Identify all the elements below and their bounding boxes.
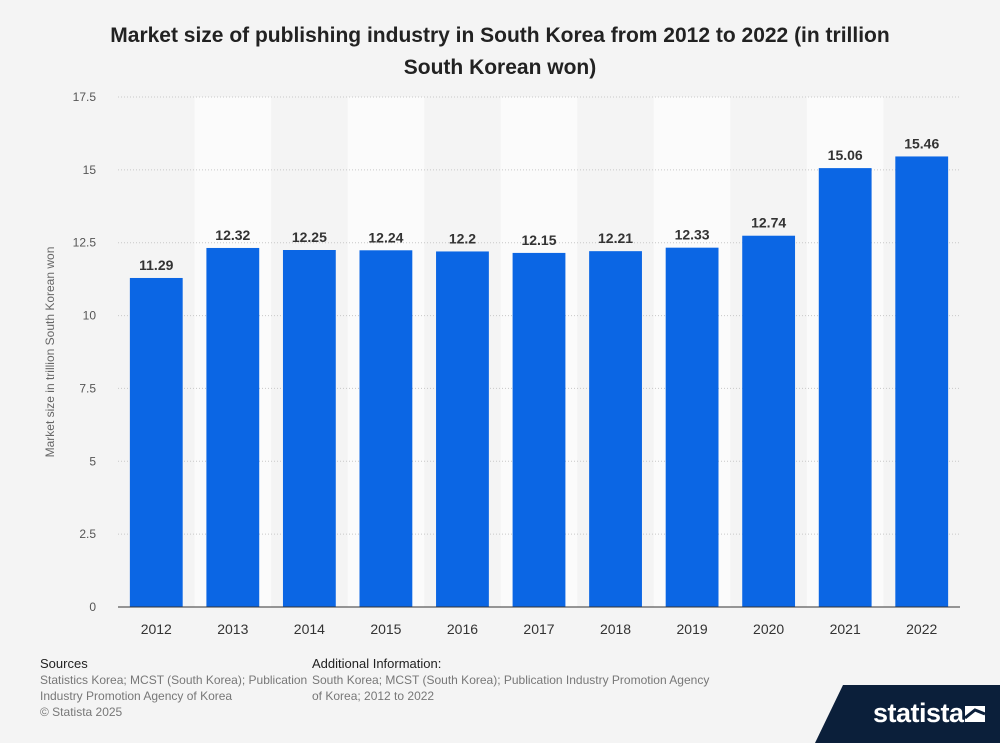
data-label: 15.46 bbox=[904, 135, 939, 151]
statista-brand[interactable]: statista bbox=[815, 685, 1000, 743]
y-tick-label: 10 bbox=[83, 309, 97, 323]
statista-logo-icon bbox=[964, 706, 986, 722]
bar bbox=[895, 156, 949, 608]
data-label: 12.15 bbox=[521, 232, 556, 248]
data-label: 12.32 bbox=[215, 227, 250, 243]
y-tick-label: 2.5 bbox=[79, 527, 96, 541]
brand-name: statista bbox=[873, 698, 964, 728]
bar-chart: 0 2.5 5 7.5 10 12.5 15 17.5 11.29 12.32 12.25 12.2… bbox=[43, 90, 960, 637]
additional-line: South Korea; MCST (South Korea); Publica… bbox=[312, 673, 710, 687]
data-label: 12.2 bbox=[449, 230, 476, 246]
y-tick-label: 0 bbox=[89, 600, 96, 614]
additional-info-block: Additional Information: South Korea; MCS… bbox=[312, 656, 732, 704]
bar bbox=[818, 168, 872, 607]
bar bbox=[129, 277, 183, 607]
data-labels: 11.29 12.32 12.25 12.24 12.2 12.15 12.21 12.33 1… bbox=[139, 135, 939, 273]
sources-heading: Sources bbox=[40, 656, 88, 671]
bars bbox=[129, 156, 949, 608]
additional-heading: Additional Information: bbox=[312, 656, 442, 671]
additional-line: of Korea; 2012 to 2022 bbox=[312, 689, 435, 703]
y-tick-label: 12.5 bbox=[73, 236, 97, 250]
y-axis-ticks: 0 2.5 5 7.5 10 12.5 15 17.5 bbox=[73, 90, 97, 614]
x-tick-label: 2016 bbox=[447, 621, 478, 637]
bar bbox=[589, 251, 642, 607]
x-tick-label: 2017 bbox=[523, 621, 554, 637]
bar bbox=[512, 252, 566, 607]
data-label: 12.25 bbox=[292, 229, 327, 245]
x-tick-label: 2012 bbox=[141, 621, 172, 637]
x-tick-label: 2014 bbox=[294, 621, 325, 637]
bar bbox=[282, 250, 336, 607]
y-tick-label: 15 bbox=[83, 163, 97, 177]
sources-block: Sources Statistics Korea; MCST (South Ko… bbox=[40, 656, 315, 720]
chart-title: Market size of publishing industry in So… bbox=[110, 24, 890, 79]
x-tick-label: 2013 bbox=[217, 621, 248, 637]
x-tick-label: 2015 bbox=[370, 621, 401, 637]
x-tick-label: 2019 bbox=[677, 621, 708, 637]
bar bbox=[742, 235, 796, 607]
x-tick-label: 2022 bbox=[906, 621, 937, 637]
data-label: 15.06 bbox=[828, 147, 863, 163]
sources-line: Industry Promotion Agency of Korea bbox=[40, 689, 233, 703]
x-tick-label: 2018 bbox=[600, 621, 631, 637]
bar bbox=[436, 251, 489, 607]
sources-line: Statistics Korea; MCST (South Korea); Pu… bbox=[40, 673, 308, 687]
data-label: 12.33 bbox=[675, 227, 710, 243]
y-tick-label: 7.5 bbox=[79, 381, 96, 395]
data-label: 12.74 bbox=[751, 215, 786, 231]
x-axis-ticks: 2012 2013 2014 2015 2016 2017 2018 2019 2020 2021… bbox=[141, 621, 938, 637]
data-label: 12.21 bbox=[598, 230, 633, 246]
copyright: © Statista 2025 bbox=[40, 705, 123, 719]
bar bbox=[206, 247, 260, 607]
bar bbox=[359, 250, 413, 607]
bar bbox=[665, 247, 719, 607]
data-label: 11.29 bbox=[139, 257, 173, 273]
data-label: 12.24 bbox=[368, 229, 403, 245]
y-tick-label: 17.5 bbox=[73, 90, 97, 104]
y-axis-label: Market size in trillion South Korean won bbox=[43, 247, 57, 458]
y-tick-label: 5 bbox=[89, 454, 96, 468]
x-tick-label: 2021 bbox=[830, 621, 861, 637]
x-tick-label: 2020 bbox=[753, 621, 784, 637]
